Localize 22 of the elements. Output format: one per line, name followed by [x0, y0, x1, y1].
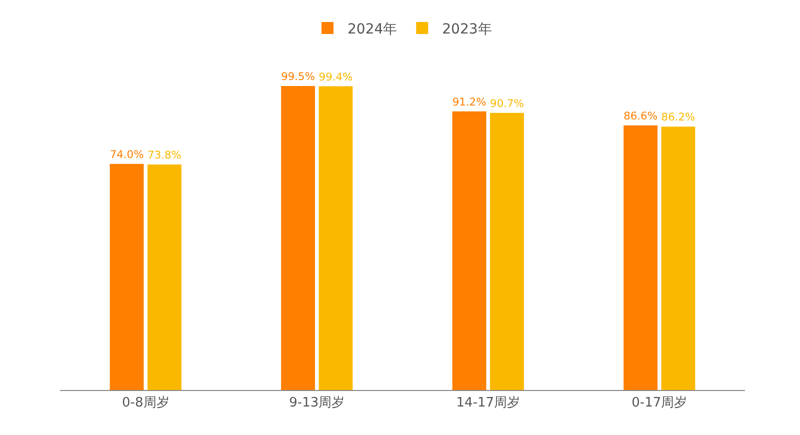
- x-tick-label: 9-13周岁: [289, 396, 345, 411]
- bar: [624, 125, 658, 390]
- legend-label: 2024年: [348, 21, 398, 38]
- data-label: 90.7%: [490, 96, 524, 110]
- x-tick-label: 14-17周岁: [456, 396, 520, 411]
- data-label: 86.6%: [624, 110, 658, 122]
- bar: [490, 112, 524, 390]
- data-label: 74.0%: [110, 148, 144, 161]
- data-label: 86.2%: [661, 110, 696, 124]
- bar: [281, 86, 315, 390]
- bar: [318, 86, 353, 390]
- data-label: 99.4%: [318, 70, 353, 84]
- data-label: 99.5%: [281, 70, 315, 84]
- bar: [110, 164, 144, 390]
- x-tick-label: 0-8周岁: [122, 396, 170, 411]
- bar: [452, 111, 486, 390]
- legend-label: 2023年: [442, 21, 492, 38]
- bar: [661, 126, 696, 390]
- x-tick-label: 0-17周岁: [632, 396, 688, 411]
- bar: [148, 164, 182, 390]
- data-label: 91.2%: [452, 95, 486, 108]
- data-label: 73.8%: [148, 148, 182, 162]
